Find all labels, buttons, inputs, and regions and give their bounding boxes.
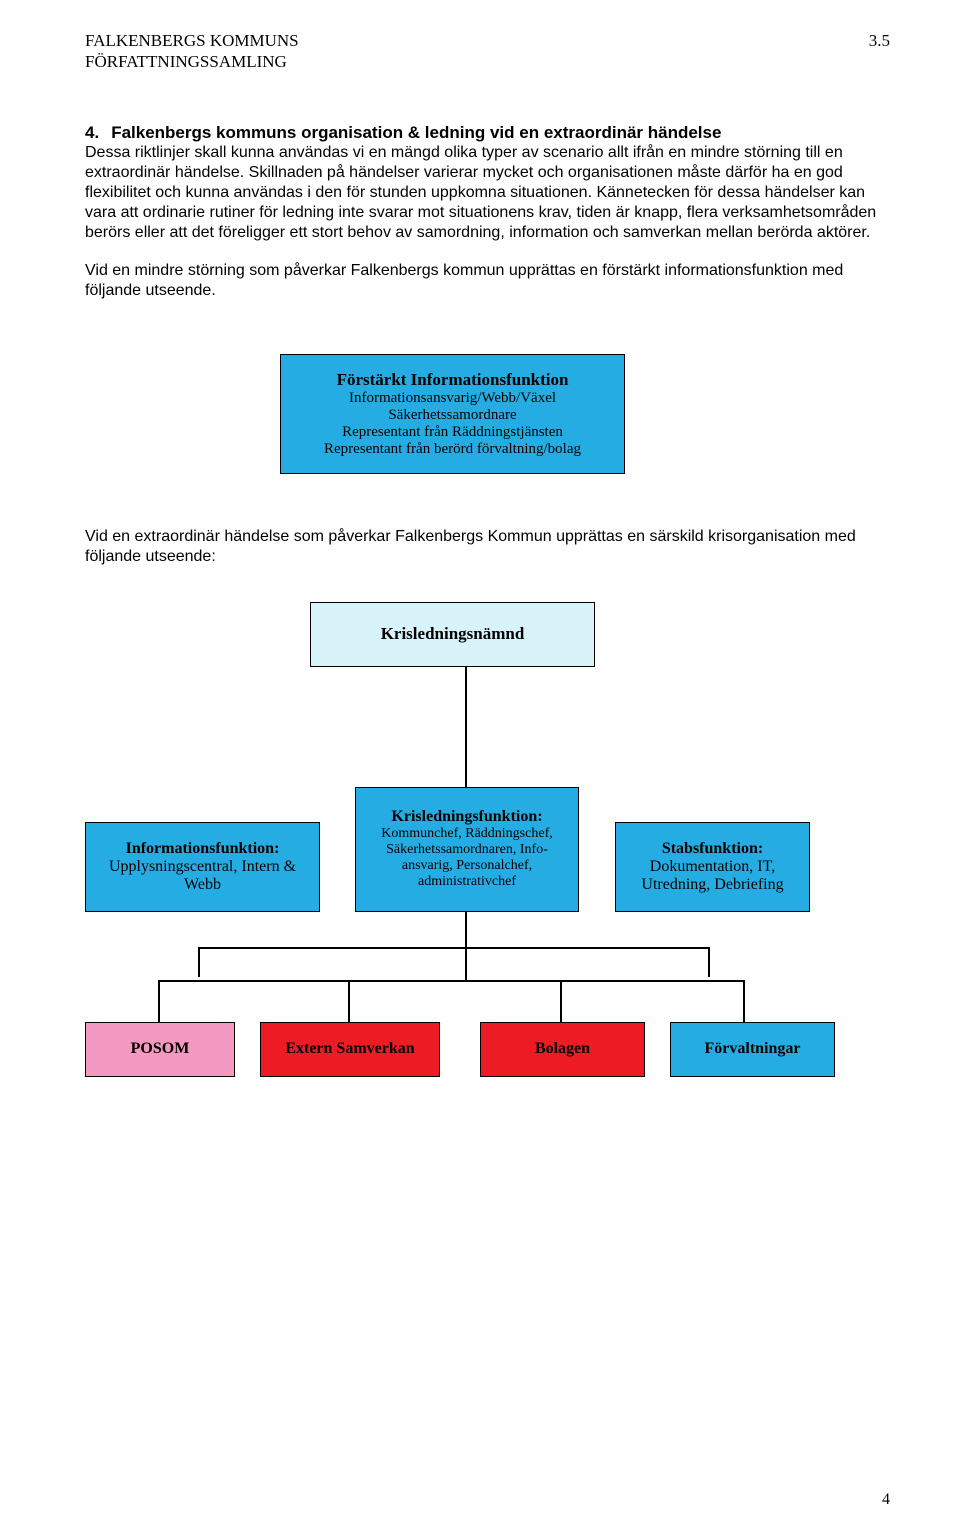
header-org: FALKENBERGS KOMMUNS FÖRFATTNINGSSAMLING [85, 30, 299, 73]
box-line: Informationsansvarig/Webb/Växel [349, 390, 556, 407]
box-line: Kommunchef, Räddningschef, [381, 826, 552, 842]
connector-line [158, 980, 160, 1022]
page-number: 4 [882, 1491, 890, 1509]
box-line: Webb [184, 876, 221, 894]
box-title: Krisledningsnämnd [381, 624, 525, 644]
connector-line [743, 980, 745, 1022]
connector-line [198, 947, 467, 949]
header-section-number: 3.5 [869, 30, 890, 73]
box-title: Krisledningsfunktion: [391, 808, 542, 826]
box-line: ansvarig, Personalchef, [402, 858, 532, 874]
header-org-line2: FÖRFATTNINGSSAMLING [85, 52, 287, 71]
section-heading: 4. Falkenbergs kommuns organisation & le… [85, 123, 890, 143]
box-bolagen: Bolagen [480, 1022, 645, 1077]
box-line: Utredning, Debriefing [641, 876, 783, 894]
box-forvaltningar: Förvaltningar [670, 1022, 835, 1077]
box-posom: POSOM [85, 1022, 235, 1077]
paragraph-2: Vid en mindre störning som påverkar Falk… [85, 261, 890, 301]
paragraph-1: Dessa riktlinjer skall kunna användas vi… [85, 143, 890, 243]
diagram-krisorganisation: Krisledningsnämnd Informationsfunktion:U… [85, 592, 890, 1212]
paragraph-3: Vid en extraordinär händelse som påverka… [85, 527, 890, 567]
connector-line [348, 980, 350, 1022]
connector-line [465, 947, 710, 949]
diagram-forstarkt-info: Förstärkt InformationsfunktionInformatio… [85, 319, 890, 519]
section-number-prefix: 4. [85, 123, 99, 142]
box-title: Extern Samverkan [285, 1040, 414, 1058]
section-title: Falkenbergs kommuns organisation & ledni… [111, 123, 721, 142]
box-krisledningsnamnd: Krisledningsnämnd [310, 602, 595, 667]
box-extern-samverkan: Extern Samverkan [260, 1022, 440, 1077]
connector-line [708, 947, 710, 977]
box-stabsfunktion: Stabsfunktion:Dokumentation, IT,Utrednin… [615, 822, 810, 912]
box-title: Bolagen [535, 1040, 590, 1058]
header-org-line1: FALKENBERGS KOMMUNS [85, 31, 299, 50]
connector-line [465, 667, 467, 787]
box-krisledningsfunktion: Krisledningsfunktion:Kommunchef, Räddnin… [355, 787, 579, 912]
box-informationsfunktion: Informationsfunktion:Upplysningscentral,… [85, 822, 320, 912]
box-title: Informationsfunktion: [126, 840, 280, 858]
box-title: Stabsfunktion: [662, 840, 763, 858]
box-line: Representant från Räddningstjänsten [342, 424, 563, 441]
box-line: administrativchef [418, 874, 516, 890]
box-line: Upplysningscentral, Intern & [109, 858, 296, 876]
connector-line [560, 980, 562, 1022]
box-title: Förvaltningar [705, 1040, 801, 1058]
box-title: Förstärkt Informationsfunktion [337, 370, 569, 390]
connector-line [158, 980, 745, 982]
box-line: Dokumentation, IT, [650, 858, 775, 876]
box-title: POSOM [131, 1040, 190, 1058]
connector-line [198, 947, 200, 977]
box-line: Säkerhetssamordnaren, Info- [386, 842, 548, 858]
box-line: Representant från berörd förvaltning/bol… [324, 441, 581, 458]
box-line: Säkerhetssamordnare [388, 407, 516, 424]
document-header: FALKENBERGS KOMMUNS FÖRFATTNINGSSAMLING … [85, 30, 890, 73]
box-forstarkt-informationsfunktion: Förstärkt InformationsfunktionInformatio… [280, 354, 625, 474]
